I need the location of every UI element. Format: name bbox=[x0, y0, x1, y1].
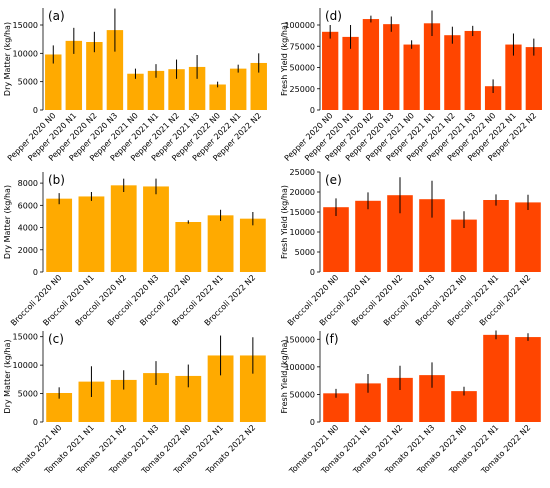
y-tick-label: 8000 bbox=[18, 179, 38, 188]
y-tick-label: 2000 bbox=[18, 246, 38, 255]
y-tick-label: 0 bbox=[310, 418, 315, 427]
bar bbox=[46, 198, 73, 272]
y-axis-label: Dry Matter (kg/ha) bbox=[3, 339, 12, 413]
bar bbox=[323, 393, 349, 422]
bar bbox=[355, 200, 381, 272]
bar bbox=[147, 70, 165, 110]
y-tick-label: 0 bbox=[33, 418, 38, 427]
y-tick-label: 50000 bbox=[290, 390, 315, 399]
y-axis-label: Fresh Yield (kg/ha) bbox=[280, 185, 289, 259]
bar bbox=[322, 31, 339, 110]
bar bbox=[505, 44, 522, 110]
y-tick-label: 10000 bbox=[13, 49, 38, 58]
y-tick-label: 0 bbox=[33, 268, 38, 277]
y-tick-label: 100000 bbox=[284, 21, 315, 30]
y-tick-label: 5000 bbox=[18, 390, 38, 399]
bar bbox=[86, 42, 103, 110]
bar bbox=[451, 391, 477, 422]
y-tick-label: 0 bbox=[33, 106, 38, 115]
bar bbox=[209, 84, 226, 110]
y-tick-label: 4000 bbox=[18, 224, 38, 233]
bar bbox=[362, 19, 380, 110]
bar bbox=[515, 337, 541, 422]
panel-label: (d) bbox=[325, 9, 342, 23]
y-tick-label: 75000 bbox=[290, 42, 315, 51]
bar bbox=[323, 207, 349, 272]
bar bbox=[464, 30, 481, 111]
y-axis-label: Dry Matter (kg/ha) bbox=[3, 22, 12, 96]
panel-label: (b) bbox=[48, 173, 65, 187]
y-tick-label: 10000 bbox=[290, 228, 315, 237]
bar bbox=[444, 35, 461, 111]
panel-label: (f) bbox=[325, 332, 339, 346]
bar bbox=[483, 334, 509, 422]
y-tick-label: 0 bbox=[310, 106, 315, 115]
y-tick-label: 50000 bbox=[290, 64, 315, 73]
bar bbox=[78, 196, 105, 272]
panel-label: (c) bbox=[48, 332, 64, 346]
bar bbox=[168, 69, 185, 110]
bar bbox=[250, 62, 267, 110]
bar bbox=[403, 44, 420, 110]
bar bbox=[229, 68, 247, 110]
y-tick-label: 15000 bbox=[13, 333, 38, 342]
bar bbox=[207, 215, 234, 272]
bar bbox=[451, 219, 477, 272]
y-tick-label: 5000 bbox=[18, 78, 38, 87]
bar bbox=[127, 73, 144, 110]
y-tick-label: 10000 bbox=[13, 361, 38, 370]
bar bbox=[175, 222, 202, 272]
bar bbox=[65, 40, 83, 110]
panel-label: (e) bbox=[325, 173, 342, 187]
y-tick-label: 25000 bbox=[290, 168, 315, 177]
y-tick-label: 100000 bbox=[284, 363, 315, 372]
bar bbox=[423, 23, 441, 110]
panel-label: (a) bbox=[48, 9, 65, 23]
y-tick-label: 6000 bbox=[18, 201, 38, 210]
y-tick-label: 15000 bbox=[290, 208, 315, 217]
y-axis-label: Fresh Yield (kg/ha) bbox=[280, 22, 289, 96]
bar bbox=[110, 185, 137, 272]
bar bbox=[515, 202, 541, 272]
bar bbox=[106, 30, 124, 111]
bar bbox=[483, 200, 509, 272]
y-tick-label: 5000 bbox=[295, 248, 315, 257]
bar bbox=[383, 24, 400, 110]
y-tick-label: 15000 bbox=[13, 21, 38, 30]
bar bbox=[484, 86, 502, 110]
y-axis-label: Fresh Yield (kg/ha) bbox=[280, 339, 289, 413]
bar bbox=[45, 54, 62, 110]
bar bbox=[239, 218, 266, 272]
y-tick-label: 0 bbox=[310, 268, 315, 277]
y-tick-label: 20000 bbox=[290, 188, 315, 197]
bar bbox=[525, 47, 542, 110]
y-tick-label: 25000 bbox=[290, 85, 315, 94]
bar bbox=[342, 36, 359, 110]
bar bbox=[188, 66, 206, 110]
bar bbox=[143, 186, 169, 272]
y-tick-label: 150000 bbox=[284, 335, 315, 344]
y-axis-label: Dry Matter (kg/ha) bbox=[3, 185, 12, 259]
